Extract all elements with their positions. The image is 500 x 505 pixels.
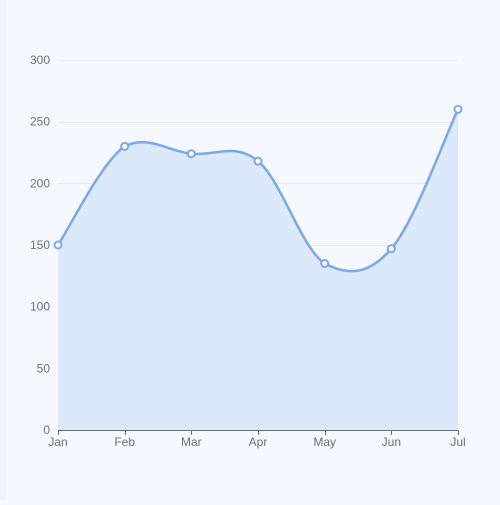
points-layer <box>53 104 463 268</box>
x-axis-labels: Jan Feb Mar Apr May Jun Jul <box>48 435 465 449</box>
data-point-jan[interactable] <box>53 240 63 250</box>
data-point-mar[interactable] <box>186 149 196 159</box>
y-tick-label: 50 <box>37 361 51 375</box>
data-point-apr[interactable] <box>253 156 263 166</box>
left-edge-strip <box>0 0 7 500</box>
x-tick-label: May <box>313 435 336 449</box>
data-point-feb[interactable] <box>120 141 130 151</box>
series-area <box>58 109 458 430</box>
data-point-may[interactable] <box>320 259 330 268</box>
y-tick-label: 100 <box>30 300 50 314</box>
x-tick-label: Jul <box>450 435 465 449</box>
area-layer <box>58 109 458 430</box>
x-tick-label: Feb <box>114 435 135 449</box>
y-tick-label: 200 <box>30 176 50 190</box>
x-tick-label: Apr <box>249 435 268 449</box>
y-tick-label: 150 <box>30 238 50 252</box>
y-axis-labels: 0 50 100 150 200 250 300 <box>30 53 50 437</box>
y-tick-label: 0 <box>43 423 50 437</box>
x-tick-label: Jun <box>382 435 401 449</box>
y-tick-label: 300 <box>30 53 50 67</box>
x-tick-label: Mar <box>181 435 202 449</box>
x-tick-label: Jan <box>48 435 67 449</box>
axis-layer <box>58 430 459 435</box>
data-point-jun[interactable] <box>386 244 396 254</box>
data-point-jul[interactable] <box>453 104 463 114</box>
y-tick-label: 250 <box>30 115 50 129</box>
